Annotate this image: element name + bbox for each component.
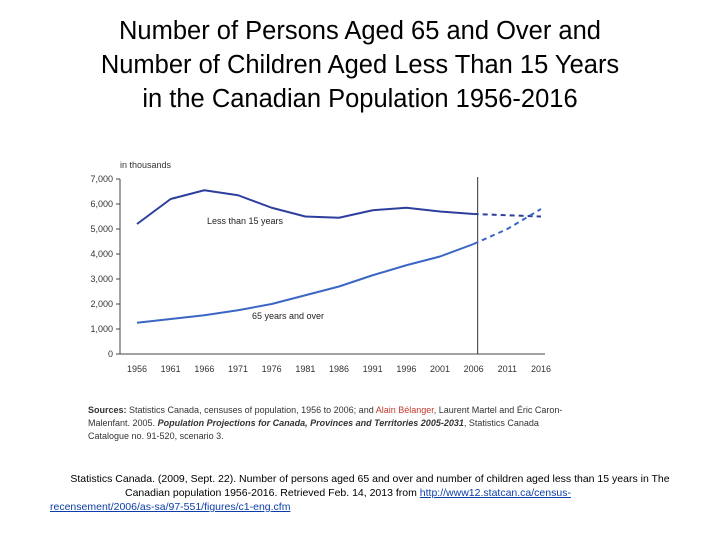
y-tick-label: 3,000 bbox=[90, 274, 113, 284]
sources-book-title: Population Projections for Canada, Provi… bbox=[157, 418, 464, 428]
x-tick-label: 1991 bbox=[363, 364, 383, 374]
y-tick-label: 0 bbox=[108, 349, 113, 359]
y-tick-label: 2,000 bbox=[90, 299, 113, 309]
y-axis: 0 1,000 2,000 3,000 4,000 5,000 6,000 7,000 bbox=[90, 174, 121, 359]
series-label-less-than-15: Less than 15 years bbox=[207, 216, 284, 226]
title-line-1: Number of Persons Aged 65 and Over and bbox=[119, 17, 601, 45]
slide-title: Number of Persons Aged 65 and Over and N… bbox=[20, 14, 700, 116]
x-axis: 1956 1961 1966 1971 1976 1981 1986 1991 1996 2001… bbox=[120, 177, 551, 374]
x-tick-label: 1981 bbox=[295, 364, 315, 374]
citation: Statistics Canada. (2009, Sept. 22). Num… bbox=[50, 472, 690, 514]
y-tick-label: 4,000 bbox=[90, 249, 113, 259]
population-line-chart: 0 1,000 2,000 3,000 4,000 5,000 6,000 7,000 195… bbox=[90, 160, 551, 374]
sources-author: Alain Bélanger bbox=[375, 405, 434, 415]
citation-line-2: Canadian population 1956-2016. Retrieved… bbox=[125, 487, 417, 499]
sources-label: Sources: bbox=[88, 405, 127, 415]
citation-link-part-2[interactable]: recensement/2006/as-sa/97-551/figures/c1… bbox=[50, 501, 291, 513]
sources-note: Sources: Statistics Canada, censuses of … bbox=[88, 404, 568, 443]
title-line-2: Number of Children Aged Less Than 15 Yea… bbox=[100, 51, 620, 79]
x-tick-label: 2001 bbox=[430, 364, 450, 374]
sources-part-2: , Laurent Martel and Éric Caron-Malenfan… bbox=[88, 405, 563, 428]
x-tick-label: 1971 bbox=[228, 364, 248, 374]
sources-part-1: Statistics Canada, censuses of populatio… bbox=[129, 405, 374, 415]
chart-series bbox=[136, 189, 542, 324]
y-tick-label: 7,000 bbox=[90, 174, 113, 184]
x-tick-label: 1986 bbox=[329, 364, 349, 374]
citation-line-1: Statistics Canada. (2009, Sept. 22). Num… bbox=[70, 473, 670, 485]
x-tick-label: 1961 bbox=[161, 364, 181, 374]
x-tick-label: 2011 bbox=[498, 364, 517, 374]
citation-link-part-1[interactable]: http://www12.statcan.ca/census- bbox=[419, 487, 571, 499]
series-label-65-and-over: 65 years and over bbox=[252, 311, 324, 321]
series-projection-0 bbox=[473, 213, 542, 218]
x-tick-label: 1966 bbox=[194, 364, 214, 374]
x-tick-label: 1976 bbox=[262, 364, 282, 374]
title-line-3: in the Canadian Population 1956-2016 bbox=[142, 85, 578, 113]
unit-label: in thousands bbox=[120, 160, 172, 170]
x-tick-label: 1956 bbox=[127, 364, 147, 374]
y-tick-label: 5,000 bbox=[90, 224, 113, 234]
y-tick-label: 6,000 bbox=[90, 199, 113, 209]
x-tick-label: 2006 bbox=[464, 364, 484, 374]
x-tick-label: 2016 bbox=[531, 364, 551, 374]
x-tick-label: 1996 bbox=[396, 364, 416, 374]
series-line-0 bbox=[136, 189, 474, 225]
sources-part-3: , Statistics Canada Catalogue no. 91-520… bbox=[88, 418, 539, 441]
y-tick-label: 1,000 bbox=[90, 324, 113, 334]
